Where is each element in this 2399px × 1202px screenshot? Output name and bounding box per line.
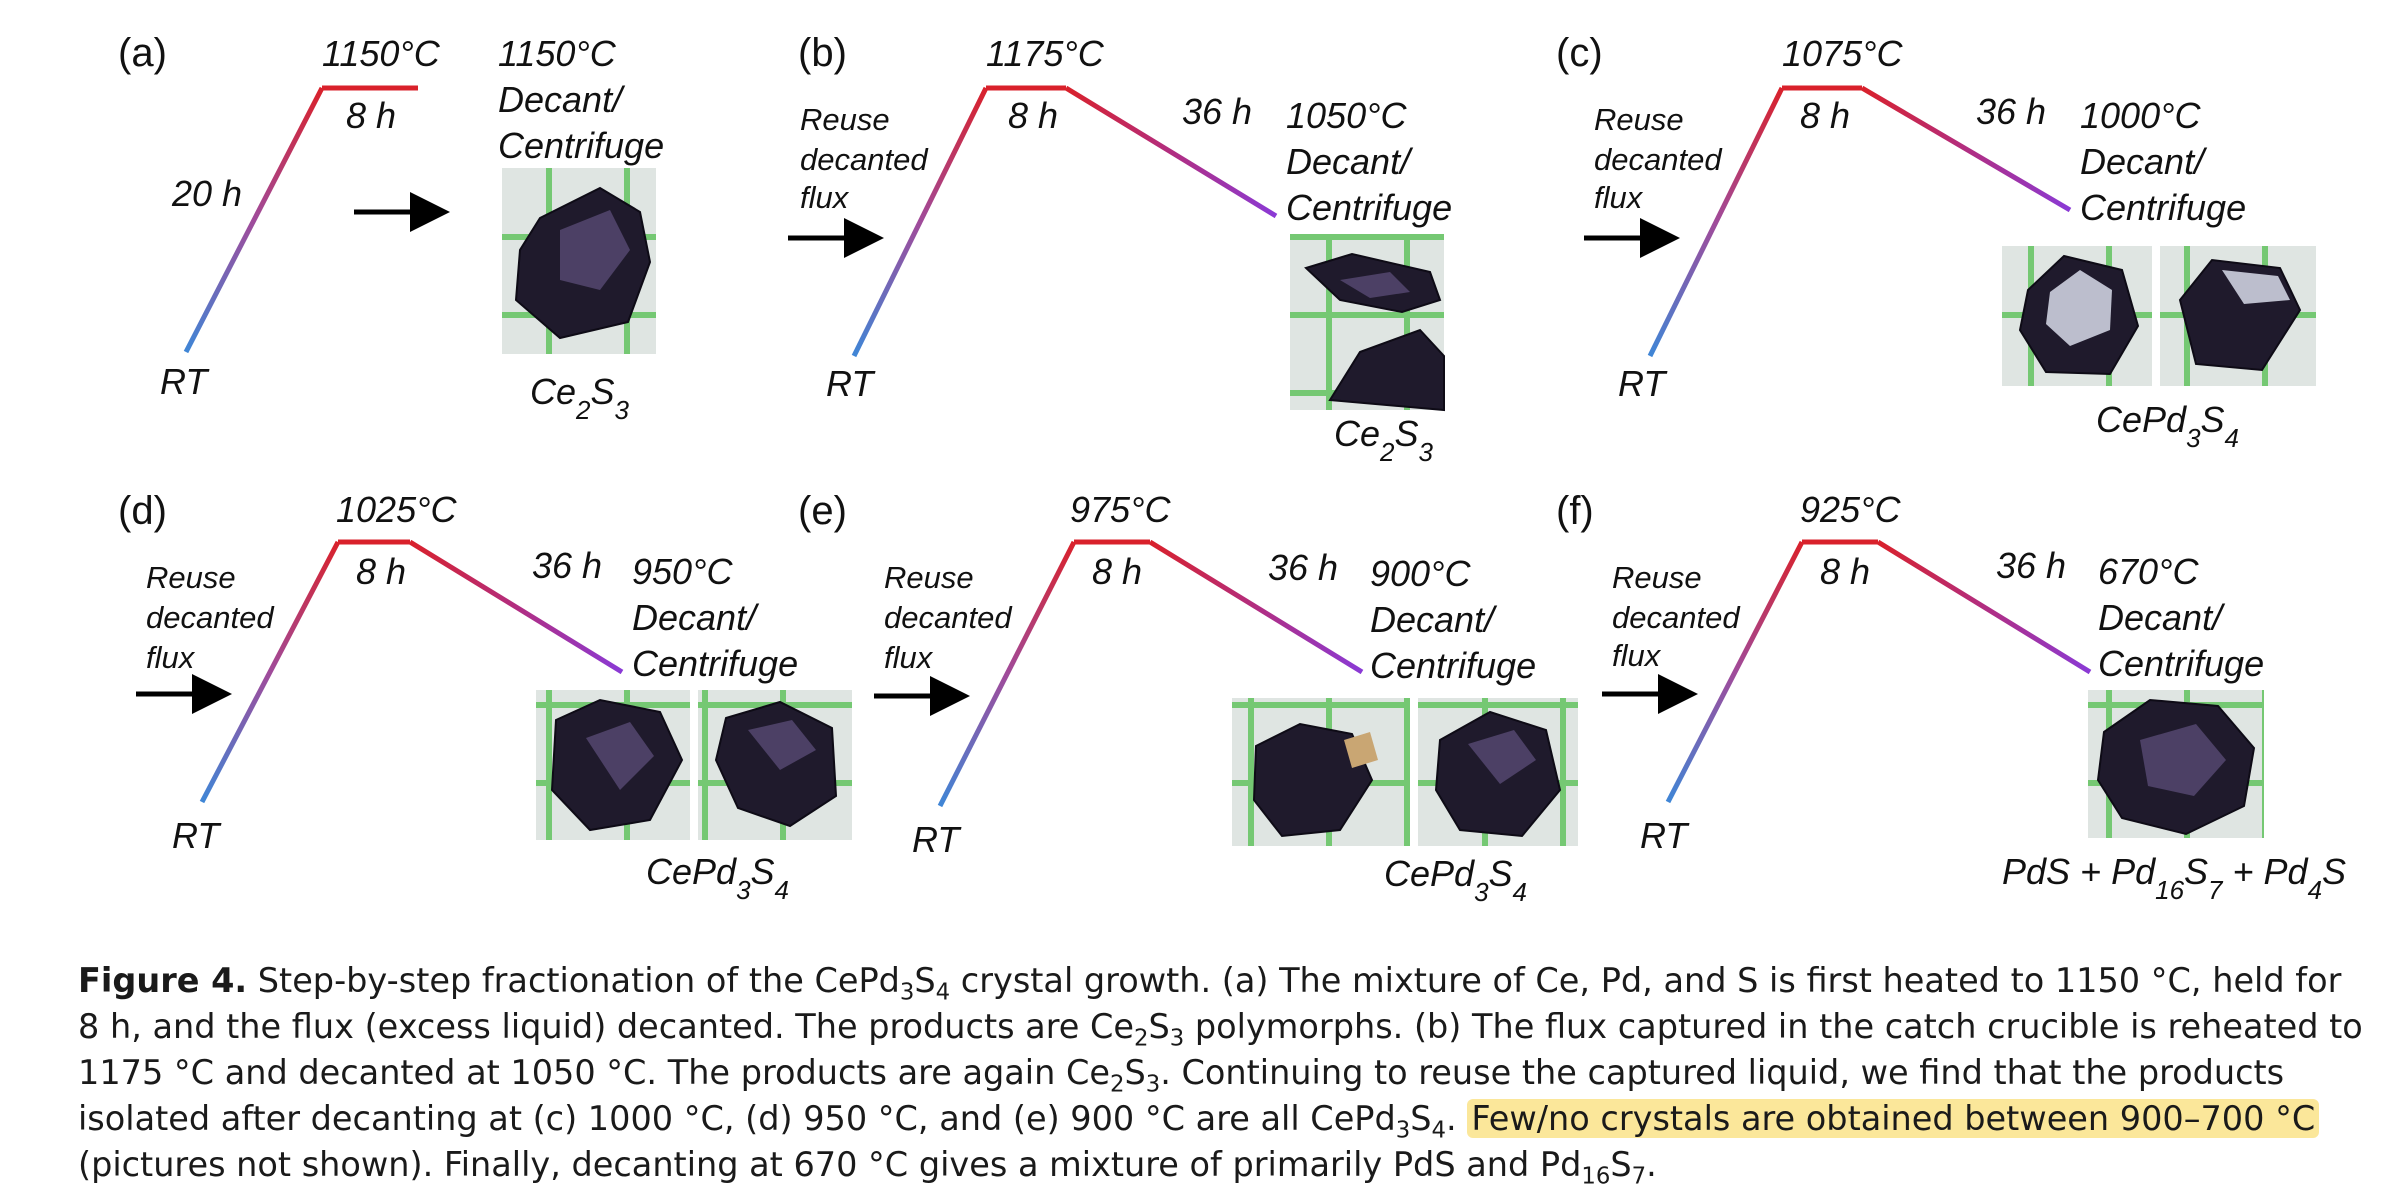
peak-temperature: 1025°C (336, 489, 457, 530)
crystal-photo (1232, 698, 1410, 846)
decanted-label: decanted (1612, 600, 1741, 635)
decant-temperature: 950°C (632, 551, 733, 592)
peak-temperature: 1175°C (986, 33, 1105, 74)
cool-time: 36 h (1182, 91, 1252, 132)
product-label: Ce2S3 (530, 371, 630, 425)
peak-temperature: 1075°C (1782, 33, 1903, 74)
centrifuge-label: Centrifuge (632, 643, 798, 684)
decant-temperature: 1000°C (2080, 95, 2201, 136)
panel-label: (d) (118, 489, 167, 533)
decanted-label: decanted (146, 600, 275, 635)
decant-label: Decant/ (2080, 141, 2208, 182)
panel-label: (c) (1556, 31, 1603, 75)
reuse-label: Reuse (884, 560, 974, 595)
centrifuge-label: Centrifuge (2080, 187, 2246, 228)
hold-time: 8 h (1820, 551, 1870, 592)
peak-temperature: 925°C (1800, 489, 1901, 530)
flux-label: flux (146, 640, 196, 675)
decant-label: Decant/ (2098, 597, 2226, 638)
cool-time: 36 h (532, 545, 602, 586)
panel-f: (f) Reuse decanted flux 925°C 8 h 36 h R… (1556, 489, 2346, 905)
hold-time: 8 h (356, 551, 406, 592)
caption-label: Figure 4. (78, 961, 248, 1000)
cool-line (1148, 539, 1364, 675)
panel-b: (b) Reuse decanted flux 1175°C 8 h 36 h … (788, 31, 1452, 467)
ramp-line (937, 540, 1077, 808)
reuse-label: Reuse (146, 560, 236, 595)
product-label: PdS + Pd16S7 + Pd4S (2002, 851, 2346, 905)
rt-label: RT (172, 815, 222, 856)
cool-time: 36 h (1996, 545, 2066, 586)
hold-time: 8 h (1008, 95, 1058, 136)
crystal-photo (2160, 246, 2316, 386)
hold-time: 8 h (1092, 551, 1142, 592)
cool-line (1876, 539, 2092, 675)
peak-temperature: 975°C (1070, 489, 1171, 530)
peak-temperature: 1150°C (322, 33, 441, 74)
rt-label: RT (1618, 363, 1668, 404)
cool-line (408, 539, 624, 675)
ramp-line (851, 86, 989, 358)
flux-label: flux (800, 180, 850, 215)
crystal-photo (698, 690, 852, 840)
hold-time: 8 h (1800, 95, 1850, 136)
ramp-line (1647, 86, 1785, 358)
crystal-photo (1418, 698, 1578, 846)
panel-c: (c) Reuse decanted flux 1075°C 8 h 36 h … (1556, 31, 2316, 453)
cool-time: 36 h (1976, 91, 2046, 132)
centrifuge-label: Centrifuge (1370, 645, 1536, 686)
ramp-time: 20 h (171, 173, 242, 214)
crystal-photo (2088, 690, 2264, 838)
rt-label: RT (912, 819, 962, 860)
flux-label: flux (1612, 638, 1662, 673)
decant-temperature: 900°C (1370, 553, 1471, 594)
panel-a: (a) 1150°C 8 h 20 h RT 1150°C Decant/ Ce… (118, 31, 664, 425)
decant-temperature: 670°C (2098, 551, 2199, 592)
reuse-label: Reuse (1594, 102, 1684, 137)
centrifuge-label: Centrifuge (2098, 643, 2264, 684)
decant-temperature: 1050°C (1286, 95, 1407, 136)
panel-d: (d) Reuse decanted flux 1025°C 8 h 36 h … (118, 489, 852, 905)
centrifuge-label: Centrifuge (498, 125, 664, 166)
ramp-line (199, 540, 341, 804)
product-label: CePd3S4 (1384, 853, 1527, 907)
reuse-label: Reuse (1612, 560, 1702, 595)
cool-time: 36 h (1268, 547, 1338, 588)
decant-label: Decant/ (498, 79, 626, 120)
decant-label: Decant/ (1286, 141, 1414, 182)
decant-label: Decant/ (632, 597, 760, 638)
panel-label: (b) (798, 31, 847, 75)
flux-label: flux (884, 640, 934, 675)
decanted-label: decanted (884, 600, 1013, 635)
figure-caption: Figure 4. Step-by-step fractionation of … (78, 961, 2363, 1190)
centrifuge-label: Centrifuge (1286, 187, 1452, 228)
ramp-line (183, 86, 325, 354)
decanted-label: decanted (1594, 142, 1723, 177)
panel-e: (e) Reuse decanted flux 975°C 8 h 36 h R… (798, 489, 1578, 907)
highlighted-text: Few/no crystals are obtained between 900… (1467, 1099, 2320, 1138)
rt-label: RT (1640, 815, 1690, 856)
reuse-label: Reuse (800, 102, 890, 137)
crystal-photo (2002, 246, 2152, 386)
rt-label: RT (160, 361, 210, 402)
product-label: Ce2S3 (1334, 413, 1434, 467)
ramp-line (1665, 540, 1805, 804)
panel-label: (a) (118, 31, 167, 75)
panel-label: (f) (1556, 489, 1594, 533)
product-label: CePd3S4 (2096, 399, 2239, 453)
cool-line (1064, 85, 1278, 219)
rt-label: RT (826, 363, 876, 404)
decanted-label: decanted (800, 142, 929, 177)
product-label: CePd3S4 (646, 851, 789, 905)
hold-time: 8 h (346, 95, 396, 136)
crystal-photo (1290, 234, 1445, 412)
flux-label: flux (1594, 180, 1644, 215)
decant-temperature: 1150°C (498, 33, 617, 74)
cool-line (1860, 85, 2072, 213)
decant-label: Decant/ (1370, 599, 1498, 640)
panel-label: (e) (798, 489, 847, 533)
crystal-photo (502, 168, 656, 354)
crystal-photo (536, 690, 690, 840)
